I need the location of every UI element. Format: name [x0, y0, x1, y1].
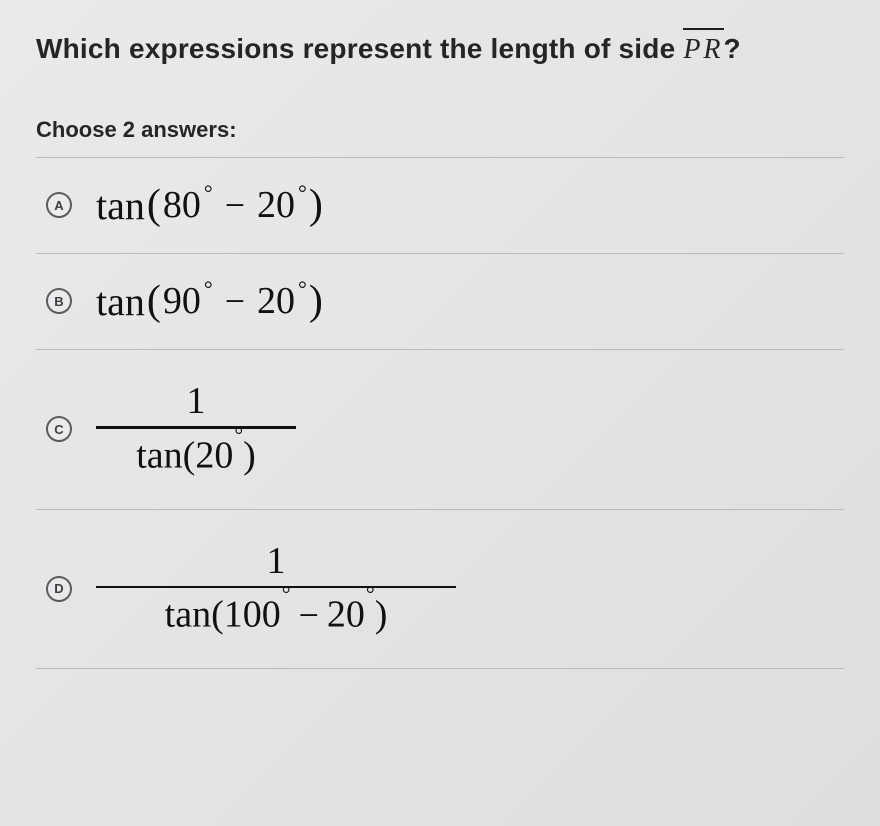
deg: ° [234, 422, 243, 447]
val1: 100 [224, 594, 281, 636]
fraction-d: 1 tan(100°−20°) [96, 542, 456, 636]
deg2: ° [366, 581, 375, 606]
val2: 20 [257, 279, 295, 323]
segment-PR: PR [683, 28, 723, 69]
choice-letter-b: B [46, 288, 72, 314]
fraction-c: 1 tan(20°) [96, 382, 296, 476]
deg2: ° [298, 276, 307, 302]
numerator: 1 [259, 542, 294, 586]
rparen: ) [375, 594, 388, 636]
choice-a[interactable]: A tan(80°−20°) [36, 157, 844, 253]
question-text: Which expressions represent the length o… [36, 28, 844, 69]
func: tan [96, 278, 145, 325]
denominator: tan(100°−20°) [157, 588, 396, 636]
choice-b[interactable]: B tan(90°−20°) [36, 253, 844, 349]
deg1: ° [204, 276, 213, 302]
denominator: tan(20°) [128, 429, 264, 477]
numerator: 1 [179, 382, 214, 426]
func: tan [165, 594, 211, 636]
rparen: ) [309, 181, 323, 229]
dval: 20 [195, 434, 233, 476]
deg2: ° [298, 180, 307, 206]
question-prefix: Which expressions represent the length o… [36, 33, 683, 64]
lparen: ( [211, 594, 224, 636]
lparen: ( [147, 277, 161, 325]
expr-d: 1 tan(100°−20°) [96, 542, 456, 636]
choice-letter-c: C [46, 416, 72, 442]
val1: 80 [163, 183, 201, 227]
minus: − [299, 595, 319, 635]
choice-letter-a: A [46, 192, 72, 218]
val2: 20 [327, 594, 365, 636]
val1: 90 [163, 279, 201, 323]
choice-d[interactable]: D 1 tan(100°−20°) [36, 509, 844, 669]
rparen: ) [243, 434, 256, 476]
val2: 20 [257, 183, 295, 227]
choice-letter-d: D [46, 576, 72, 602]
choice-c[interactable]: C 1 tan(20°) [36, 349, 844, 509]
expr-b: tan(90°−20°) [96, 277, 323, 325]
lparen: ( [183, 434, 196, 476]
func: tan [96, 182, 145, 229]
minus: − [225, 280, 245, 322]
func: tan [136, 434, 182, 476]
expr-a: tan(80°−20°) [96, 181, 323, 229]
instruction-text: Choose 2 answers: [36, 117, 844, 143]
deg1: ° [204, 180, 213, 206]
rparen: ) [309, 277, 323, 325]
lparen: ( [147, 181, 161, 229]
question-suffix: ? [724, 33, 741, 64]
deg1: ° [282, 581, 291, 606]
choice-list: A tan(80°−20°) B tan(90°−20°) C 1 tan(20… [36, 157, 844, 669]
expr-c: 1 tan(20°) [96, 382, 296, 476]
minus: − [225, 184, 245, 226]
